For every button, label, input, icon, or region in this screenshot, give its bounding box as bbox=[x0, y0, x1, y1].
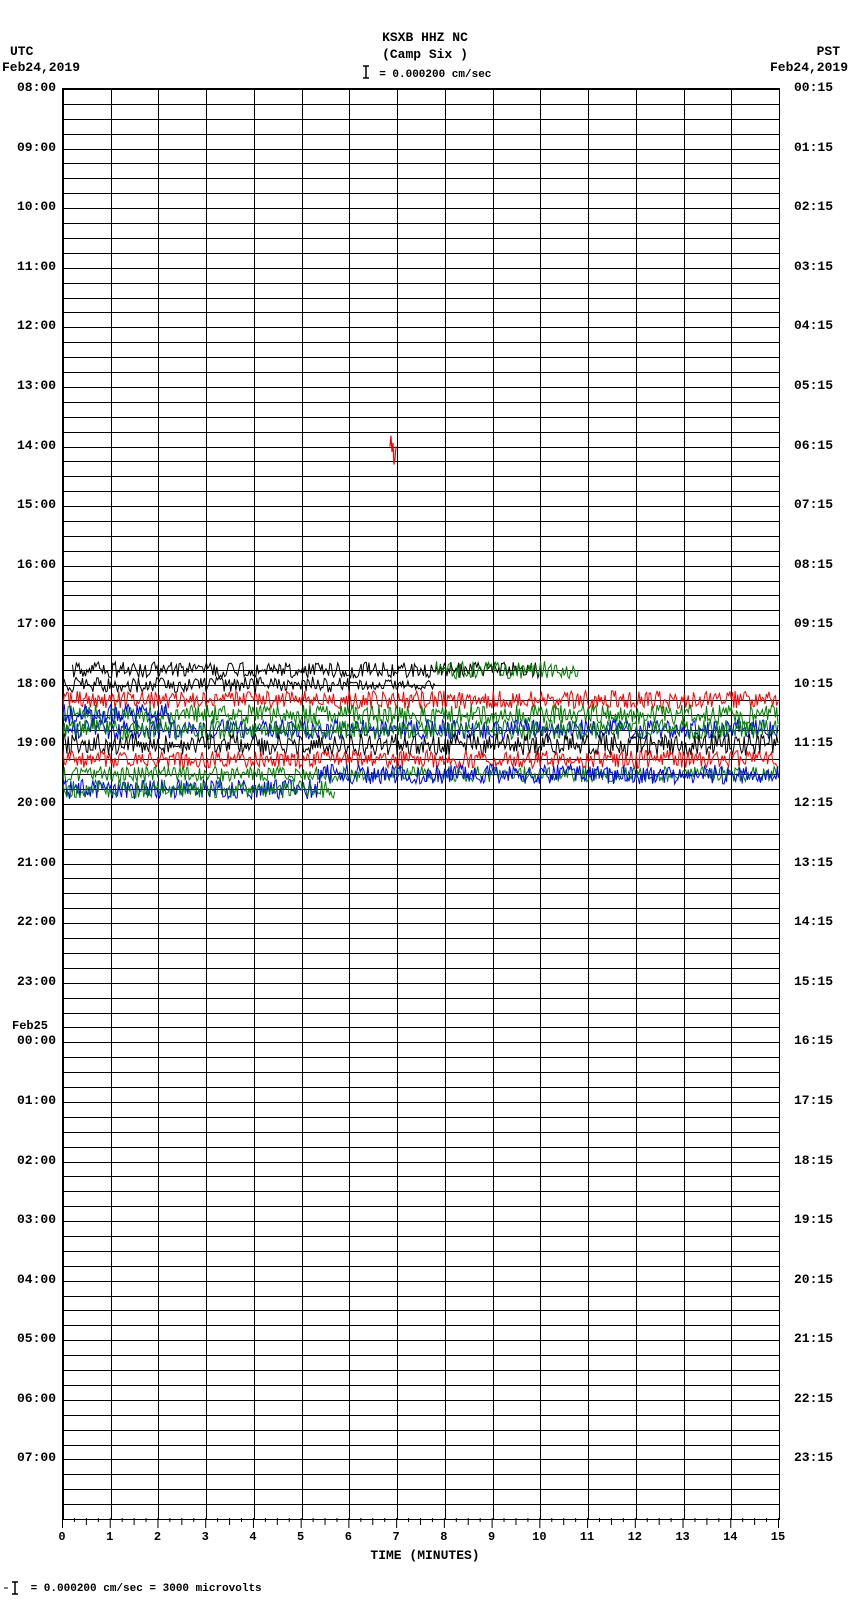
right-time-label: 20:15 bbox=[794, 1272, 838, 1287]
x-tick-label: 9 bbox=[482, 1530, 502, 1544]
left-time-label: 04:00 bbox=[12, 1272, 56, 1287]
left-time-label: 19:00 bbox=[12, 735, 56, 750]
x-axis-title: TIME (MINUTES) bbox=[0, 1548, 850, 1563]
seismogram-container: KSXB HHZ NC (Camp Six ) = 0.000200 cm/se… bbox=[0, 0, 850, 1613]
right-time-label: 00:15 bbox=[794, 80, 838, 95]
right-time-label: 06:15 bbox=[794, 438, 838, 453]
x-tick-label: 10 bbox=[529, 1530, 549, 1544]
right-time-label: 13:15 bbox=[794, 855, 838, 870]
left-time-label: 21:00 bbox=[12, 855, 56, 870]
left-time-label: 11:00 bbox=[12, 259, 56, 274]
left-timezone: UTC bbox=[10, 44, 33, 59]
right-time-label: 22:15 bbox=[794, 1391, 838, 1406]
left-time-label: 18:00 bbox=[12, 676, 56, 691]
right-time-label: 05:15 bbox=[794, 378, 838, 393]
x-tick-label: 6 bbox=[338, 1530, 358, 1544]
x-tick-label: 15 bbox=[768, 1530, 788, 1544]
left-time-label: 22:00 bbox=[12, 914, 56, 929]
left-time-label: 20:00 bbox=[12, 795, 56, 810]
left-time-label: 13:00 bbox=[12, 378, 56, 393]
left-date: Feb24,2019 bbox=[2, 60, 80, 75]
right-time-label: 09:15 bbox=[794, 616, 838, 631]
right-time-label: 08:15 bbox=[794, 557, 838, 572]
right-time-label: 19:15 bbox=[794, 1212, 838, 1227]
seismogram-plot bbox=[62, 88, 780, 1520]
right-time-label: 02:15 bbox=[794, 199, 838, 214]
left-time-label: 01:00 bbox=[12, 1093, 56, 1108]
left-time-label: 10:00 bbox=[12, 199, 56, 214]
left-time-label: 02:00 bbox=[12, 1153, 56, 1168]
right-time-label: 07:15 bbox=[794, 497, 838, 512]
left-time-label: 09:00 bbox=[12, 140, 56, 155]
left-time-label: 00:00 bbox=[12, 1033, 56, 1048]
station-code: KSXB HHZ NC bbox=[0, 30, 850, 45]
right-timezone: PST bbox=[817, 44, 840, 59]
x-tick-label: 1 bbox=[100, 1530, 120, 1544]
right-time-label: 10:15 bbox=[794, 676, 838, 691]
right-time-label: 18:15 bbox=[794, 1153, 838, 1168]
x-tick-label: 3 bbox=[195, 1530, 215, 1544]
right-time-label: 15:15 bbox=[794, 974, 838, 989]
left-time-label: 14:00 bbox=[12, 438, 56, 453]
right-time-label: 17:15 bbox=[794, 1093, 838, 1108]
left-time-label: 08:00 bbox=[12, 80, 56, 95]
right-time-label: 04:15 bbox=[794, 318, 838, 333]
station-name: (Camp Six ) bbox=[0, 47, 850, 62]
scale-indicator-top: = 0.000200 cm/sec bbox=[0, 66, 850, 82]
left-time-label: 17:00 bbox=[12, 616, 56, 631]
right-time-label: 11:15 bbox=[794, 735, 838, 750]
left-time-label: 12:00 bbox=[12, 318, 56, 333]
right-time-label: 01:15 bbox=[794, 140, 838, 155]
x-tick-label: 13 bbox=[673, 1530, 693, 1544]
x-tick-label: 14 bbox=[720, 1530, 740, 1544]
left-time-label: 05:00 bbox=[12, 1331, 56, 1346]
right-time-label: 14:15 bbox=[794, 914, 838, 929]
x-tick-label: 12 bbox=[625, 1530, 645, 1544]
x-tick-label: 4 bbox=[243, 1530, 263, 1544]
right-date: Feb24,2019 bbox=[770, 60, 848, 75]
x-tick-label: 0 bbox=[52, 1530, 72, 1544]
left-time-label: 16:00 bbox=[12, 557, 56, 572]
left-time-label: 15:00 bbox=[12, 497, 56, 512]
right-time-label: 12:15 bbox=[794, 795, 838, 810]
left-day-label: Feb25 bbox=[12, 1019, 48, 1033]
left-time-label: 06:00 bbox=[12, 1391, 56, 1406]
left-time-label: 23:00 bbox=[12, 974, 56, 989]
right-time-label: 21:15 bbox=[794, 1331, 838, 1346]
x-tick-label: 5 bbox=[291, 1530, 311, 1544]
x-tick-label: 8 bbox=[434, 1530, 454, 1544]
x-tick-label: 11 bbox=[577, 1530, 597, 1544]
x-tick-label: 2 bbox=[147, 1530, 167, 1544]
right-time-label: 16:15 bbox=[794, 1033, 838, 1048]
right-time-label: 03:15 bbox=[794, 259, 838, 274]
left-time-label: 07:00 bbox=[12, 1450, 56, 1465]
left-time-label: 03:00 bbox=[12, 1212, 56, 1227]
footer-scale: = 0.000200 cm/sec = 3000 microvolts bbox=[2, 1580, 262, 1596]
right-time-label: 23:15 bbox=[794, 1450, 838, 1465]
x-tick-label: 7 bbox=[386, 1530, 406, 1544]
